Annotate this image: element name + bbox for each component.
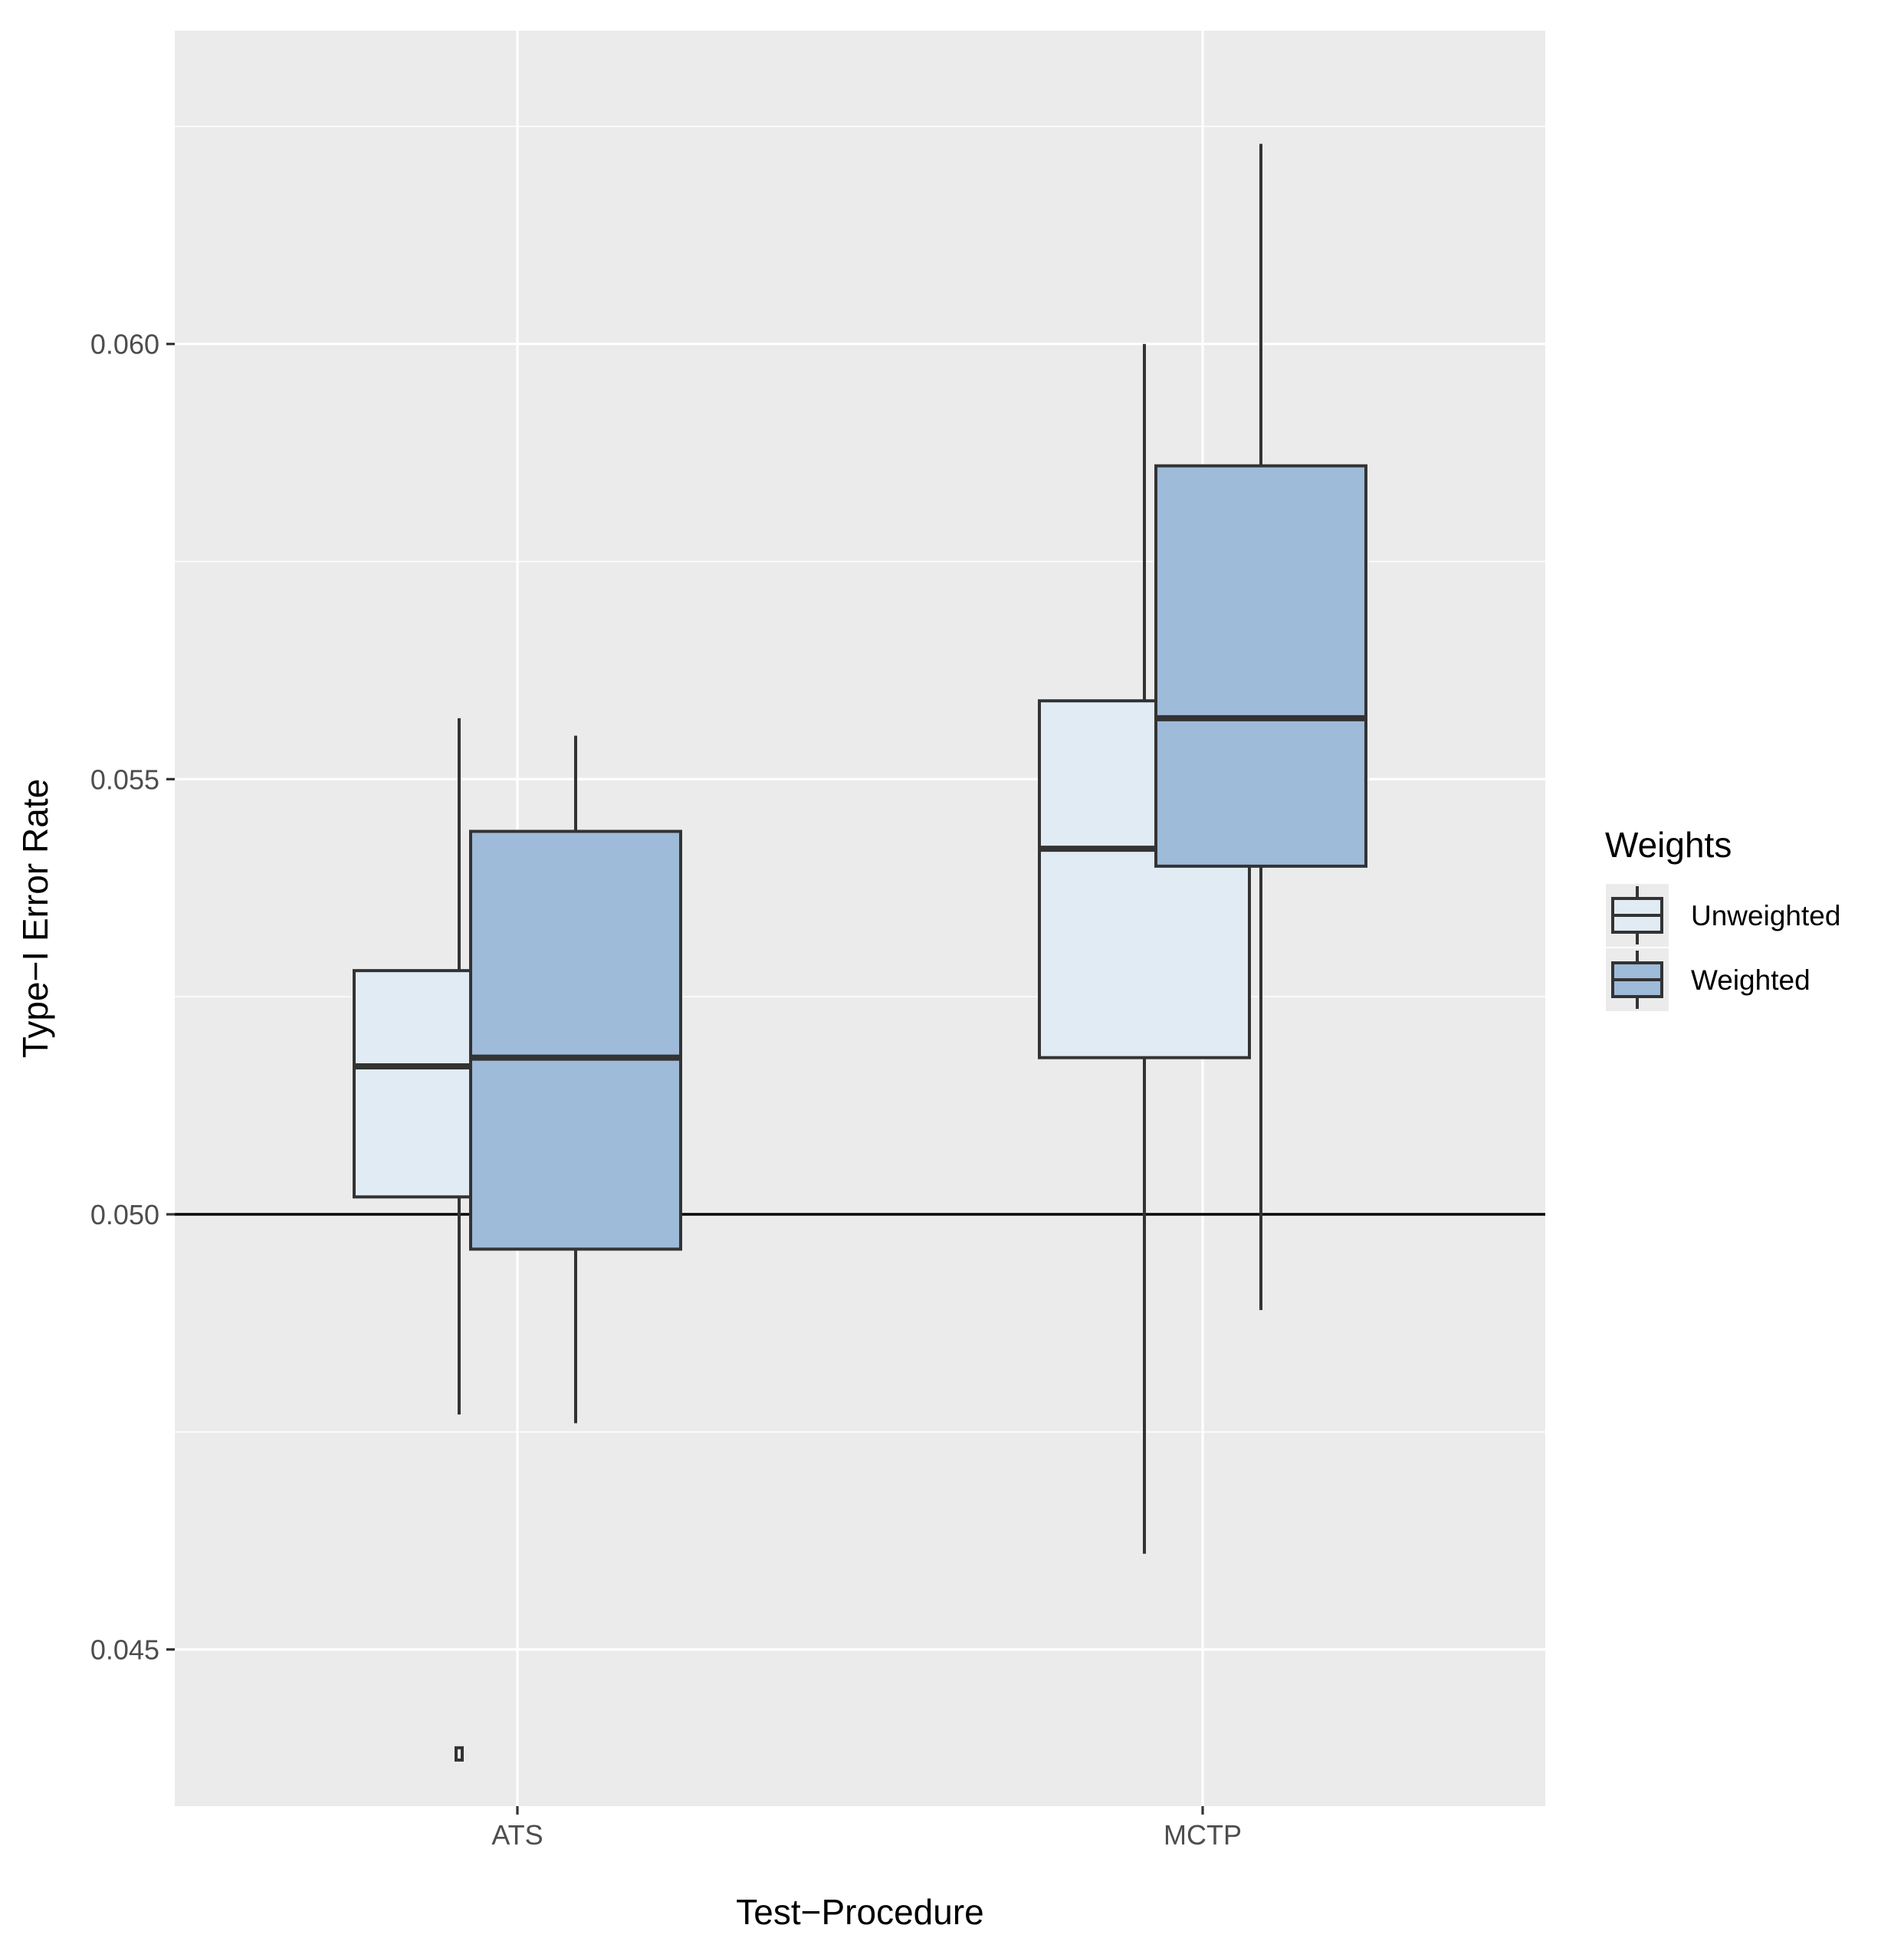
y-axis: 0.045 0.050 0.055 0.060 xyxy=(90,329,175,1666)
legend-entry-unweighted: Unweighted xyxy=(1604,882,1840,948)
legend-title: Weights xyxy=(1605,825,1732,865)
y-tick-label: 0.055 xyxy=(90,764,159,795)
x-tick-label: MCTP xyxy=(1164,1819,1242,1851)
legend-label: Unweighted xyxy=(1691,900,1840,931)
box-weighted-ats xyxy=(469,735,682,1424)
legend-label: Weighted xyxy=(1691,964,1810,996)
legend: Weights Unweighted Weighted xyxy=(1604,825,1840,1013)
iqr-box xyxy=(469,829,682,1251)
iqr-box xyxy=(1154,464,1367,868)
box-weighted-mctp xyxy=(1154,143,1367,1310)
y-axis-title: Type−I Error Rate xyxy=(15,779,55,1058)
x-axis-title: Test−Procedure xyxy=(736,1892,983,1932)
plot-panel xyxy=(175,31,1545,1806)
y-tick-label: 0.045 xyxy=(90,1634,159,1666)
y-tick-label: 0.060 xyxy=(90,329,159,360)
outlier-point xyxy=(455,1746,464,1762)
x-axis: ATS MCTP xyxy=(491,1806,1242,1851)
y-tick-label: 0.050 xyxy=(90,1199,159,1230)
legend-entry-weighted: Weighted xyxy=(1604,947,1810,1013)
box-series xyxy=(353,143,1367,1762)
x-tick-label: ATS xyxy=(491,1819,543,1851)
